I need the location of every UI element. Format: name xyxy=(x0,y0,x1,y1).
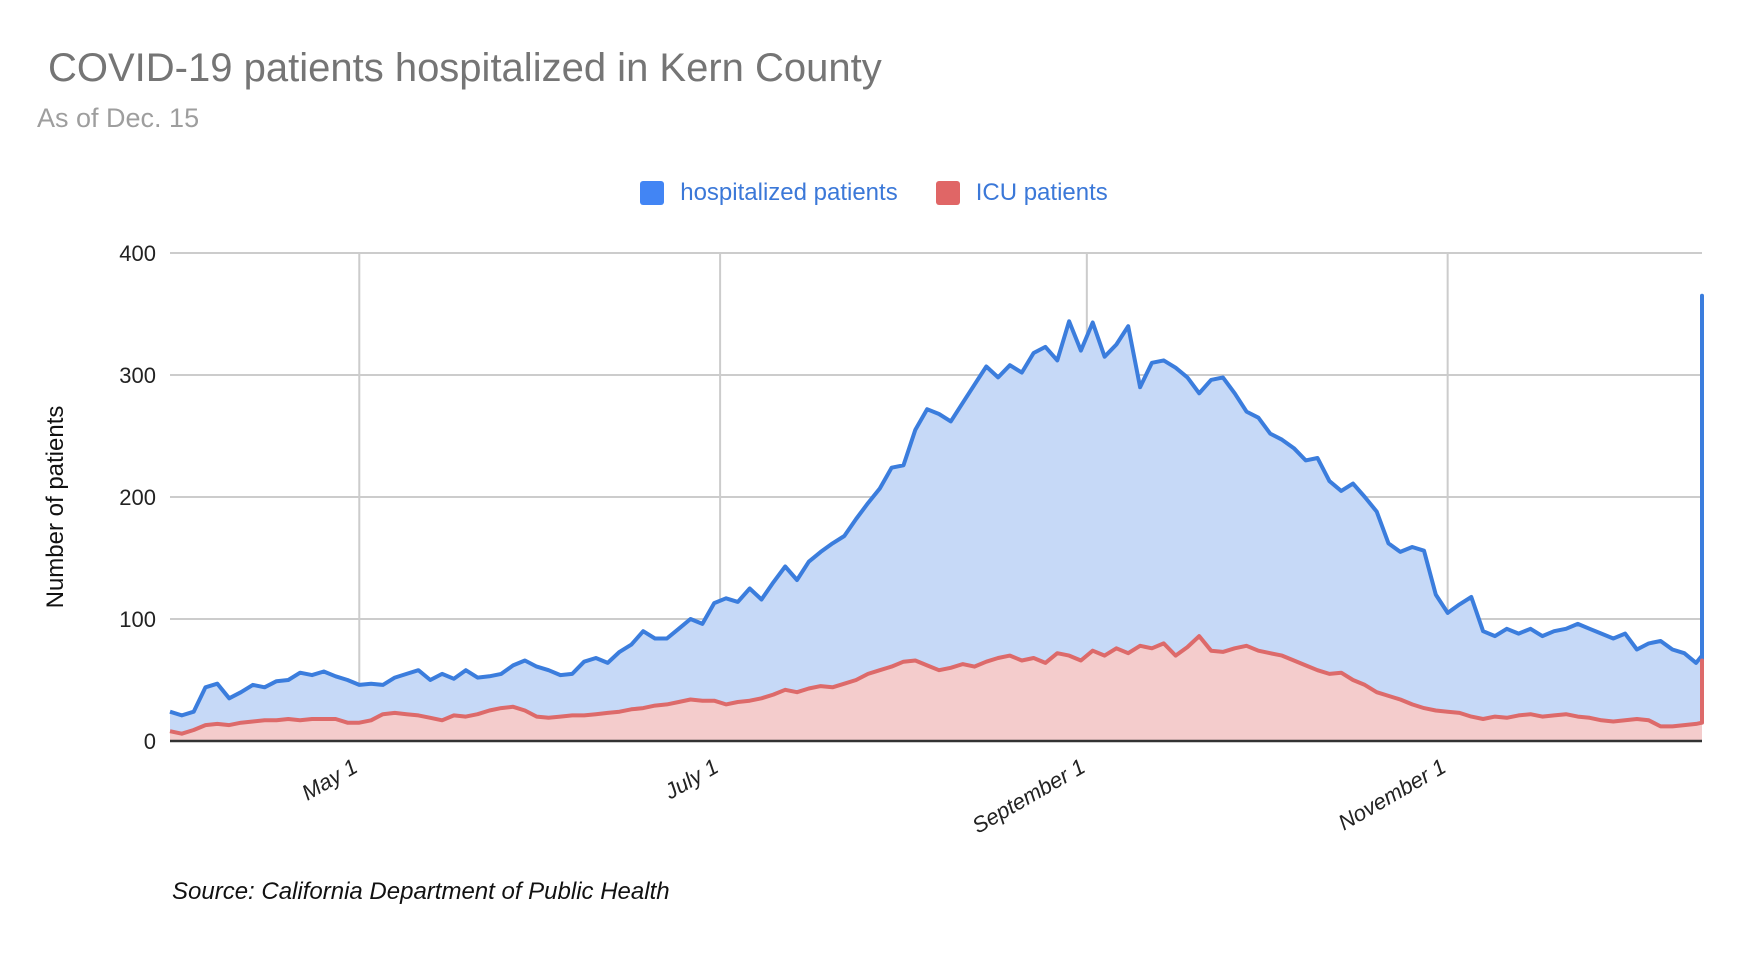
legend-label-icu: ICU patients xyxy=(975,179,1108,206)
series-lines xyxy=(169,293,1704,736)
legend-label-hospitalized: hospitalized patients xyxy=(680,179,898,206)
chart-title: COVID-19 patients hospitalized in Kern C… xyxy=(48,46,882,90)
x-tick-label: May 1 xyxy=(297,754,361,806)
chart-subtitle: As of Dec. 15 xyxy=(37,103,200,133)
y-tick-labels: 0 100 200 300 400 xyxy=(119,241,156,754)
line-icu xyxy=(169,634,1704,736)
source-note: Source: California Department of Public … xyxy=(172,878,670,905)
legend-swatch-hospitalized xyxy=(640,181,665,205)
y-tick-label: 100 xyxy=(119,607,156,632)
area-hospitalized xyxy=(170,295,1702,741)
y-tick-label: 300 xyxy=(119,363,156,388)
x-tick-labels: May 1 July 1 September 1 November 1 xyxy=(297,754,1450,839)
area-icu xyxy=(170,636,1702,741)
series-areas xyxy=(170,295,1702,741)
y-tick-label: 0 xyxy=(144,729,156,754)
y-tick-label: 400 xyxy=(119,241,156,266)
legend-swatch-icu xyxy=(935,181,960,205)
legend: hospitalized patients ICU patients xyxy=(0,179,1748,207)
x-tick-label: November 1 xyxy=(1334,754,1450,836)
y-tick-label: 200 xyxy=(119,485,156,510)
y-axis-label: Number of patients xyxy=(42,406,69,609)
legend-item-icu[interactable]: ICU patients xyxy=(935,179,1108,207)
x-tick-label: September 1 xyxy=(968,754,1090,839)
legend-item-hospitalized[interactable]: hospitalized patients xyxy=(640,179,898,207)
x-tick-label: July 1 xyxy=(659,754,722,805)
line-hospitalized xyxy=(169,293,1704,718)
